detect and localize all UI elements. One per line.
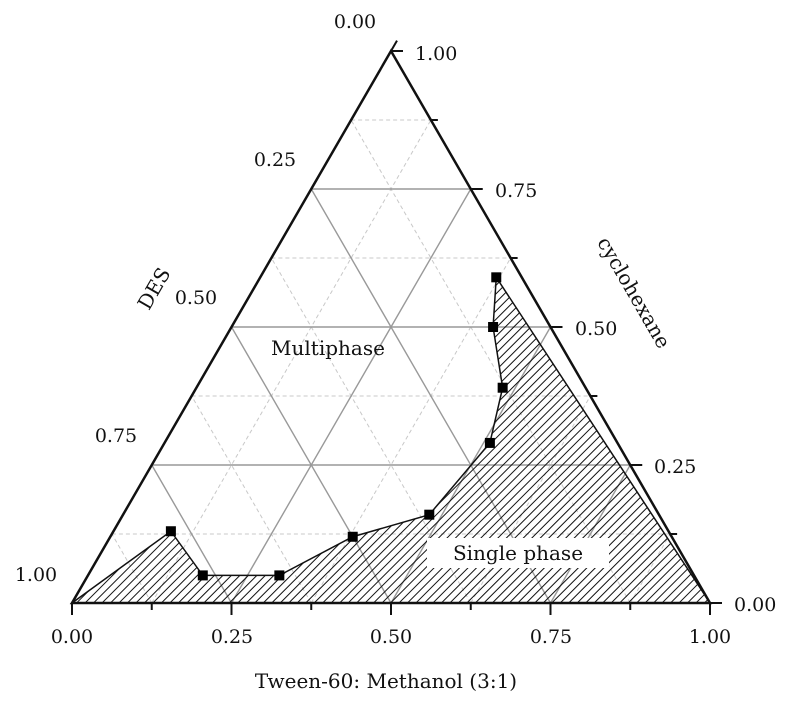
right-tick-label-1: 0.25	[654, 456, 696, 478]
right-tick-label-3: 0.75	[495, 180, 537, 202]
multiphase-label: Multiphase	[271, 336, 385, 360]
right-tick-label-4: 1.00	[415, 43, 457, 65]
bottom-tick-label-0: 0.00	[51, 626, 93, 648]
left-tick-mark	[310, 178, 319, 190]
single-phase-region	[69, 275, 712, 604]
right-tick-label-0: 0.00	[734, 594, 776, 616]
left-tick-mark	[230, 316, 239, 328]
bottom-axis-label: Tween-60: Methanol (3:1)	[255, 669, 517, 693]
single-phase-label-background	[427, 538, 609, 568]
boundary-marker	[424, 509, 435, 520]
boundary-markers	[165, 272, 508, 581]
grid-line-des	[191, 395, 312, 604]
left-tick-mark	[270, 251, 276, 259]
bottom-tick-label-1: 0.25	[211, 626, 253, 648]
right-tick-label-2: 0.50	[575, 318, 617, 340]
tick-marks	[71, 40, 722, 615]
single-phase-hatched-area	[69, 275, 712, 604]
boundary-marker	[488, 322, 499, 332]
grid-line-tween	[151, 119, 432, 604]
left-tick-label-3: 0.75	[95, 425, 137, 447]
grid-line-tween	[230, 188, 472, 604]
bottom-tick-label-2: 0.50	[370, 626, 412, 648]
left-axis-label: DES	[132, 263, 175, 313]
boundary-marker	[347, 531, 358, 542]
left-tick-mark	[190, 389, 196, 397]
boundary-marker	[497, 382, 508, 393]
left-tick-label-2: 0.50	[175, 287, 217, 309]
boundary-marker	[274, 570, 285, 581]
boundary-marker	[197, 570, 208, 581]
left-tick-label-1: 0.25	[254, 149, 296, 171]
bottom-tick-label-4: 1.00	[689, 626, 731, 648]
grid-line-des	[111, 533, 153, 604]
left-tick-mark	[390, 40, 398, 52]
boundary-marker	[484, 437, 495, 448]
boundary-marker	[165, 526, 176, 537]
left-tick-mark	[150, 454, 159, 466]
single-phase-label: Single phase	[453, 541, 583, 565]
boundary-marker	[491, 272, 502, 283]
left-tick-label-4: 1.00	[15, 564, 57, 586]
bottom-tick-label-3: 0.75	[530, 626, 572, 648]
left-tick-label-0: 0.00	[334, 11, 376, 33]
left-tick-mark	[71, 592, 79, 604]
left-tick-mark	[111, 527, 117, 535]
left-tick-mark	[350, 113, 356, 121]
